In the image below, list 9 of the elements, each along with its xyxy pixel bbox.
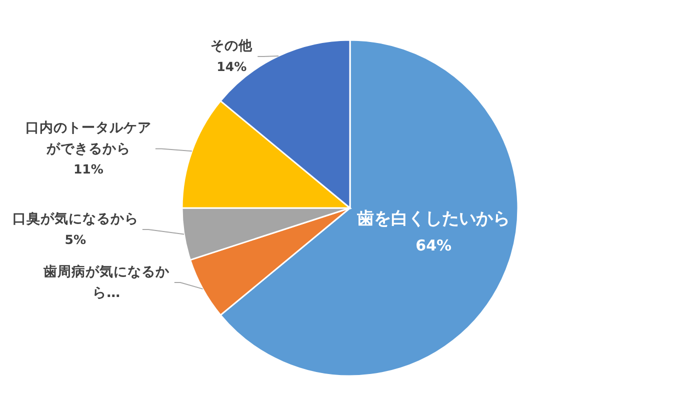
slice-label: 歯を白くしたいから (356, 209, 510, 230)
data-label: 64% (416, 236, 452, 255)
data-label: 5% (64, 232, 87, 247)
slice-label: 口内のトータルケアができるから (25, 120, 152, 157)
data-label: 14% (216, 58, 248, 74)
data-label: 11% (73, 162, 104, 177)
slice-label: 歯周病が気になるから… (42, 263, 170, 301)
slice-label: 口臭が気になるから (12, 211, 138, 228)
slice-label: その他 (210, 38, 254, 54)
